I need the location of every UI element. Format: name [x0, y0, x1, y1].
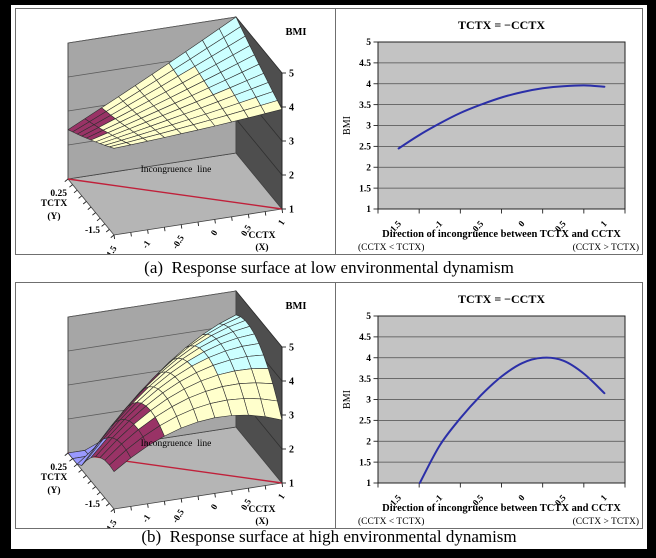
surface-mesh	[67, 16, 283, 149]
z-tick-label: 5	[289, 343, 294, 354]
z-tick-label: 2	[289, 445, 294, 456]
y-tick-label: -1.5	[85, 226, 100, 236]
x-tick-label: 0	[209, 228, 220, 238]
line-panel-b: TCTX = −CCTX BMI 5 4.5 4 3.5 3 2.5 2 1.5 1 -1.5 -1 -0…	[336, 283, 642, 528]
x-axis-subtitle-right: (CCTX > TCTX)	[573, 242, 639, 253]
y-tick-label: 4	[366, 80, 371, 90]
x-axis-title: CCTX	[249, 231, 276, 241]
line-panel-a: TCTX = −CCTX BMI 5 4.5 4 3.5 3 2.5 2 1.5 1 -1.5 -1 -0…	[336, 9, 642, 254]
x-tick-label: 1	[276, 491, 287, 501]
chart-title: TCTX = −CCTX	[458, 292, 545, 306]
gridlines	[378, 62, 625, 189]
y-tick-label: 1.5	[359, 184, 371, 194]
axes	[373, 41, 626, 214]
y-axis-title: (Y)	[47, 211, 60, 222]
x-axis-subtitle-left: (CCTX < TCTX)	[358, 242, 424, 253]
chart-row-b: Incongruence line 1 2 3 4 5 BMI 0.25 -1.5 TCTX (Y)…	[15, 282, 643, 529]
y-tick-label: 5	[366, 38, 371, 48]
chart-title: TCTX = −CCTX	[458, 18, 545, 32]
x-axis-subtitle-left: (CCTX < TCTX)	[358, 516, 424, 527]
y-axis-title: (Y)	[47, 485, 60, 496]
y-tick-label: 3.5	[359, 101, 371, 111]
x-axis-title: CCTX	[249, 505, 276, 515]
y-tick-label: 2.5	[359, 143, 371, 153]
x-tick-label: 1	[276, 217, 287, 227]
z-axis-title: BMI	[286, 27, 307, 38]
y-tick-label: 1.5	[359, 458, 371, 468]
z-tick-label: 4	[289, 377, 294, 388]
x-tick-label: 0	[209, 502, 220, 512]
x-axis-subtitle-right: (CCTX > TCTX)	[573, 516, 639, 527]
surface-panel-a: Incongruence line 1 2 3 4 5 BMI 0.25 -1.5 TCTX (Y)…	[16, 9, 336, 254]
y-tick-label: 4.5	[359, 333, 371, 343]
x-tick-label: 0	[516, 492, 527, 502]
y-tick-label: 2	[366, 163, 371, 173]
surface-plot-a: Incongruence line 1 2 3 4 5 BMI 0.25 -1.5 TCTX (Y)…	[41, 15, 307, 254]
x-tick-label: 1	[598, 218, 609, 228]
x-tick-label: 1	[598, 492, 609, 502]
x-tick-label: -1.5	[103, 517, 119, 528]
x-axis-title: Direction of incongruence between TCTX a…	[382, 229, 621, 240]
gridlines	[378, 336, 625, 463]
x-tick-label: -0.5	[170, 507, 186, 525]
incongruence-line-label: Incongruence line	[141, 165, 212, 175]
surface-text: Incongruence line 1 2 3 4 5 BMI 0.25 -1.5 TCTX (Y)…	[41, 301, 307, 528]
surface-axes	[64, 346, 286, 514]
bmi-curve	[397, 84, 606, 150]
y-tick-label: -1.5	[85, 500, 100, 510]
z-tick-label: 1	[289, 479, 294, 490]
y-tick-label: 1	[366, 205, 371, 215]
x-axis-title: (X)	[255, 242, 268, 253]
y-tick-label: 4	[366, 354, 371, 364]
y-tick-label: 0.25	[50, 189, 67, 199]
y-axis-title: TCTX	[41, 199, 68, 209]
z-tick-label: 3	[289, 411, 294, 422]
x-tick-label: -1	[140, 512, 153, 524]
z-tick-label: 5	[289, 69, 294, 80]
y-tick-label: 4.5	[359, 59, 371, 69]
y-tick-label: 3	[366, 122, 371, 132]
caption-a: (a) Response surface at low environmenta…	[15, 255, 643, 282]
y-tick-label: 3	[366, 396, 371, 406]
z-axis-title: BMI	[286, 301, 307, 312]
incongruence-line-label: Incongruence line	[141, 439, 212, 449]
y-tick-label: 1	[366, 479, 371, 489]
bmi-curve	[418, 356, 606, 484]
surface-text: Incongruence line 1 2 3 4 5 BMI 0.25 -1.5 TCTX (Y)…	[41, 27, 307, 254]
y-tick-label: 2.5	[359, 417, 371, 427]
z-tick-label: 4	[289, 103, 294, 114]
y-axis-title: TCTX	[41, 473, 68, 483]
z-tick-label: 1	[289, 205, 294, 216]
x-tick-label: -1	[140, 238, 153, 250]
surface-panel-b: Incongruence line 1 2 3 4 5 BMI 0.25 -1.5 TCTX (Y)…	[16, 283, 336, 528]
surface-mesh	[67, 314, 283, 472]
z-tick-label: 3	[289, 137, 294, 148]
chart-row-a: Incongruence line 1 2 3 4 5 BMI 0.25 -1.5 TCTX (Y)…	[15, 8, 643, 255]
x-tick-label: -0.5	[170, 233, 186, 251]
axes	[373, 315, 626, 488]
z-tick-label: 2	[289, 171, 294, 182]
y-axis-title: BMI	[342, 390, 353, 409]
y-axis-title: BMI	[342, 116, 353, 135]
surface-axes	[64, 72, 286, 240]
y-tick-label: 3.5	[359, 375, 371, 385]
x-tick-label: -1.5	[103, 243, 119, 254]
panel-table: Incongruence line 1 2 3 4 5 BMI 0.25 -1.5 TCTX (Y)…	[15, 8, 643, 546]
caption-b: (b) Response surface at high environment…	[15, 528, 643, 546]
surface-plot-b: Incongruence line 1 2 3 4 5 BMI 0.25 -1.5 TCTX (Y)…	[41, 289, 307, 528]
x-axis-title: (X)	[255, 516, 268, 527]
figure-sheet: Incongruence line 1 2 3 4 5 BMI 0.25 -1.5 TCTX (Y)…	[11, 5, 647, 549]
y-tick-label: 5	[366, 312, 371, 322]
y-tick-label: 0.25	[50, 463, 67, 473]
x-axis-title: Direction of incongruence between TCTX a…	[382, 503, 621, 514]
y-tick-label: 2	[366, 437, 371, 447]
incongruence-line	[67, 178, 283, 210]
x-tick-label: 0	[516, 218, 527, 228]
